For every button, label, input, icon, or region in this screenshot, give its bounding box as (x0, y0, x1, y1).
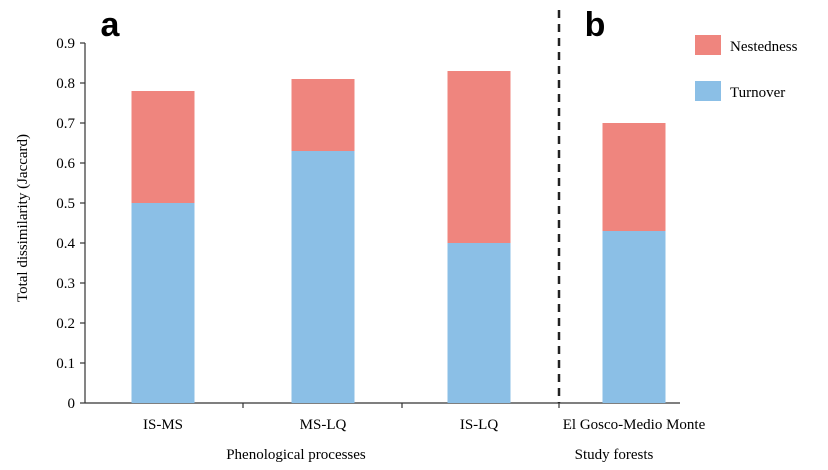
legend-label-turnover: Turnover (730, 85, 785, 101)
plot-area: 0 0.1 0.2 0.3 0.4 0.5 0.6 0.7 0.8 0.9 IS-MS MS-LQ IS… (56, 36, 705, 433)
y-tick-label: 0.6 (56, 156, 75, 172)
y-tick-label: 0.5 (56, 196, 75, 212)
y-tick-label: 0.1 (56, 356, 75, 372)
bar-turnover (291, 151, 355, 403)
panel-label-b: b (585, 6, 606, 44)
legend-label-nestedness: Nestedness (730, 39, 798, 55)
x-tick-label: El Gosco-Medio Monte (563, 417, 706, 433)
y-tick-label: 0.4 (56, 236, 75, 252)
x-tick-label: MS-LQ (300, 417, 347, 433)
bar-turnover (447, 243, 511, 403)
y-tick-label: 0.7 (56, 116, 75, 132)
bar-turnover (602, 231, 666, 403)
panel-label-a: a (101, 6, 121, 44)
bar-nestedness (291, 79, 355, 151)
bar-nestedness (131, 91, 195, 203)
legend: Nestedness Turnover (695, 35, 798, 101)
bar-turnover (131, 203, 195, 403)
bar-nestedness (447, 71, 511, 243)
y-tick-label: 0.8 (56, 76, 75, 92)
group-label-study-forests: Study forests (575, 447, 654, 463)
x-tick-label: IS-LQ (460, 417, 498, 433)
legend-swatch-nestedness (695, 35, 721, 55)
x-tick-label: IS-MS (143, 417, 183, 433)
bars (131, 71, 666, 403)
y-tick-label: 0.3 (56, 276, 75, 292)
y-axis-label: Total dissimilarity (Jaccard) (15, 134, 31, 302)
y-tick-label: 0 (68, 396, 76, 412)
legend-swatch-turnover (695, 81, 721, 101)
group-label-phenological: Phenological processes (226, 447, 366, 463)
bar-nestedness (602, 123, 666, 231)
y-tick-label: 0.9 (56, 36, 75, 52)
y-tick-label: 0.2 (56, 316, 75, 332)
